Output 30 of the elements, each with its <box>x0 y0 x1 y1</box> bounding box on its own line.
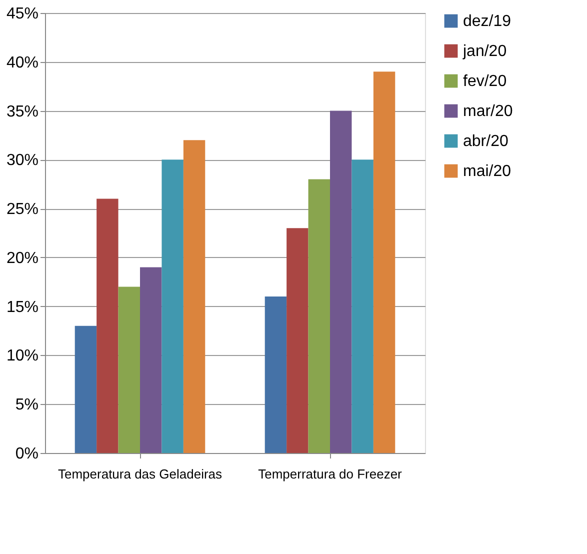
legend-label: dez/19 <box>463 13 512 30</box>
y-tick-label: 5% <box>15 396 38 414</box>
legend-label: abr/20 <box>463 133 508 150</box>
y-tick-label: 35% <box>6 103 38 120</box>
bar <box>162 160 184 453</box>
bar <box>183 140 206 453</box>
legend-label: mai/20 <box>463 163 512 180</box>
x-tick-label: Temperratura do Freezer <box>258 466 403 482</box>
bar <box>286 228 308 453</box>
bar <box>96 198 118 453</box>
y-tick-label: 10% <box>6 348 38 365</box>
bar <box>74 326 97 453</box>
x-tick-label: Temperatura das Geladeiras <box>58 466 223 482</box>
y-tick-label: 30% <box>6 152 38 170</box>
legend-label: jan/20 <box>462 43 507 60</box>
legend-label: fev/20 <box>463 73 507 90</box>
bar <box>140 267 162 453</box>
bar <box>373 72 396 453</box>
bar <box>308 179 330 453</box>
y-tick-label: 15% <box>6 298 38 316</box>
bar <box>352 160 374 453</box>
y-tick-label: 45% <box>6 6 38 22</box>
bar <box>264 296 287 453</box>
y-tick-label: 20% <box>6 250 38 267</box>
y-tick-label: 40% <box>6 54 38 72</box>
bar <box>330 110 352 453</box>
legend-label: mar/20 <box>463 103 513 120</box>
y-tick-label: 25% <box>6 201 38 218</box>
y-tick-label: 0% <box>15 446 38 462</box>
bar <box>118 286 140 453</box>
